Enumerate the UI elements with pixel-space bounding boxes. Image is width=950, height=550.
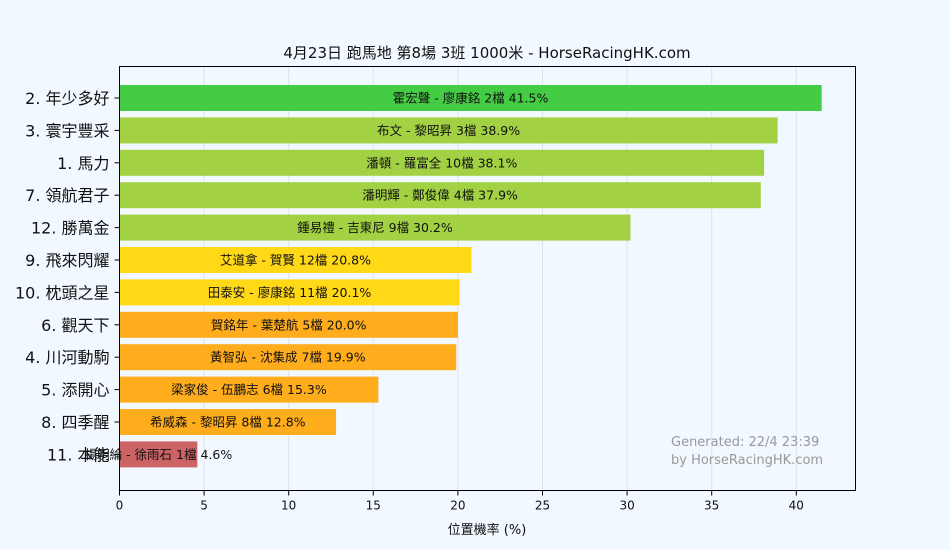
category-label: 5. 添開心 <box>41 381 109 400</box>
x-tick-label: 40 <box>789 499 804 513</box>
bar <box>119 279 460 306</box>
x-tick-label: 20 <box>450 499 465 513</box>
x-tick-label: 15 <box>366 499 381 513</box>
x-tick-label: 30 <box>619 499 634 513</box>
bar-label: 布文 - 黎昭昇 3檔 38.9% <box>377 123 520 138</box>
watermark-generated: Generated: 22/4 23:39 <box>671 435 819 450</box>
watermark-site: by HorseRacingHK.com <box>671 453 823 468</box>
bar-label: 黃智弘 - 沈集成 7檔 19.9% <box>210 350 366 365</box>
bar-label: 賀銘年 - 葉楚航 5檔 20.0% <box>211 317 367 332</box>
x-tick-label: 5 <box>200 499 208 513</box>
category-label: 6. 觀天下 <box>41 316 109 335</box>
bar <box>119 117 778 144</box>
bar <box>119 247 472 273</box>
chart-title: 4月23日 跑馬地 第8場 3班 1000米 - HorseRacingHK.c… <box>283 44 690 62</box>
x-tick-label: 35 <box>704 499 719 513</box>
category-label: 2. 年少多好 <box>25 89 109 108</box>
bar-label: 梁家俊 - 伍鵬志 6檔 15.3% <box>171 382 327 397</box>
bar-label: 田泰安 - 廖康銘 11檔 20.1% <box>208 285 372 300</box>
bar-label: 潘明輝 - 鄭俊偉 4檔 37.9% <box>362 188 518 203</box>
bar <box>119 182 761 209</box>
x-tick-label: 10 <box>281 499 296 513</box>
bar-label: 艾道拿 - 賀賢 12檔 20.8% <box>220 253 371 268</box>
category-label: 1. 馬力 <box>57 154 109 173</box>
category-label: 10. 枕頭之星 <box>15 283 110 302</box>
plot-frame <box>119 66 856 491</box>
category-label: 4. 川河動駒 <box>25 348 109 367</box>
bar <box>119 85 822 111</box>
bar <box>119 409 337 435</box>
bar <box>119 149 765 176</box>
bar-label: 希威森 - 黎昭昇 8檔 12.8% <box>150 415 306 430</box>
x-axis-title: 位置機率 (%) <box>448 522 527 538</box>
bar-label: 楊明綸 - 徐雨石 1檔 4.6% <box>85 447 233 462</box>
bar <box>119 344 457 371</box>
category-label: 3. 寰宇豐采 <box>25 121 109 140</box>
bar-label: 霍宏聲 - 廖康銘 2檔 41.5% <box>393 91 549 106</box>
bar <box>119 214 631 241</box>
x-axis-ticks: 0 5 10 15 20 25 30 35 40 <box>116 490 804 513</box>
x-tick-label: 0 <box>116 499 124 513</box>
category-label: 12. 勝萬金 <box>31 219 110 238</box>
bars: 霍宏聲 - 廖康銘 2檔 41.5% 布文 - 黎昭昇 3檔 38.9% 潘頓 - … <box>85 85 822 468</box>
bar-label: 鍾易禮 - 吉東尼 9檔 30.2% <box>297 220 453 235</box>
category-label: 7. 領航君子 <box>25 186 109 205</box>
y-axis-categories: 2. 年少多好 3. 寰宇豐采 1. 馬力 7. 領航君子 12. 勝萬金 9. 飛來閃耀… <box>15 89 120 464</box>
x-tick-label: 25 <box>535 499 550 513</box>
category-label: 8. 四季醒 <box>41 413 109 432</box>
bar <box>119 376 379 403</box>
category-label: 11. 本能 <box>47 445 110 464</box>
bar <box>119 311 458 338</box>
category-label: 9. 飛來閃耀 <box>25 251 109 270</box>
bar <box>119 441 198 468</box>
bar-label: 潘頓 - 羅富全 10檔 38.1% <box>366 155 517 170</box>
